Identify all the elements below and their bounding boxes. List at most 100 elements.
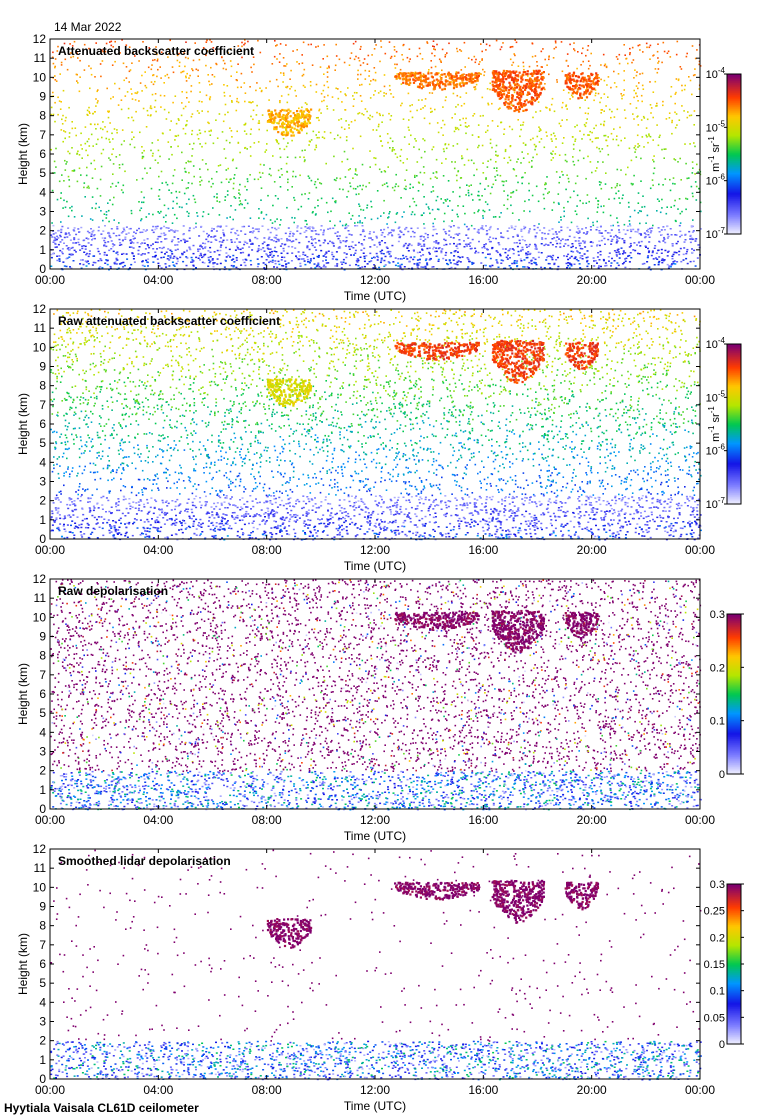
bl-pixel [613,260,616,262]
bl-pixel [251,231,254,234]
bl-pixel [199,245,201,247]
bl-pixel [528,228,531,230]
bl-pixel [276,266,279,269]
noise-pixel [535,145,537,147]
noise-pixel [176,54,179,57]
noise-pixel [510,104,513,106]
cloud-pixel [297,114,300,117]
bl-pixel [345,236,348,239]
bl-pixel [543,227,546,229]
bl-pixel [172,264,175,266]
bl-pixel [369,246,372,248]
bl-pixel [444,239,447,242]
noise-pixel [646,118,649,121]
bl-pixel [109,265,112,268]
bl-pixel [164,238,167,240]
noise-pixel [333,178,336,181]
noise-pixel [479,198,481,201]
noise-pixel [258,208,260,210]
noise-pixel [600,205,602,208]
noise-pixel [216,137,219,139]
noise-pixel [622,194,624,196]
cloud-pixel [504,72,507,75]
bl-pixel [240,230,243,232]
noise-pixel [226,190,229,192]
noise-pixel [575,213,578,216]
bl-pixel [399,230,402,232]
bl-pixel [227,254,230,257]
bl-pixel [54,246,57,248]
bl-pixel [92,261,95,264]
bl-pixel [222,239,225,242]
cloud-pixel [274,116,277,119]
noise-pixel [600,187,603,190]
noise-pixel [283,74,285,76]
noise-pixel [515,41,518,44]
bl-pixel [341,263,344,265]
noise-pixel [656,198,659,200]
noise-pixel [408,60,411,63]
noise-pixel [638,145,641,147]
cloud-pixel [529,78,533,81]
cloud-pixel [531,103,534,106]
noise-pixel [427,71,430,73]
noise-pixel [589,138,592,141]
noise-pixel [555,46,557,49]
bl-pixel [266,247,269,249]
noise-pixel [637,44,640,47]
bl-pixel [263,267,266,269]
bl-pixel [416,259,419,261]
bl-pixel [96,247,99,250]
bl-pixel [628,246,631,248]
cloud-pixel [537,86,540,89]
bl-pixel [220,244,223,246]
noise-pixel [102,121,104,123]
noise-pixel [445,158,447,160]
bl-pixel [679,235,682,238]
bl-pixel [617,248,620,250]
noise-pixel [299,156,301,158]
noise-pixel [188,101,190,103]
noise-pixel [235,109,238,112]
bl-pixel [232,254,235,257]
noise-pixel [466,184,468,186]
noise-pixel [582,157,585,160]
bl-pixel [381,240,383,242]
noise-pixel [284,65,287,67]
noise-pixel [445,96,447,98]
noise-pixel [485,43,488,46]
noise-pixel [572,160,575,163]
noise-pixel [494,216,497,218]
noise-pixel [456,50,459,53]
cloud-pixel [468,80,471,83]
bl-pixel [213,251,216,253]
bl-pixel [412,249,415,251]
cloud-pixel [417,77,420,80]
noise-pixel [413,146,415,148]
noise-pixel [51,56,54,59]
noise-pixel [306,103,308,106]
bl-pixel [228,268,231,271]
noise-pixel [196,215,199,217]
noise-pixel [521,182,523,185]
bl-pixel [491,246,494,249]
cloud-pixel [436,73,439,76]
bl-pixel [570,263,573,265]
bl-pixel [547,262,550,265]
noise-pixel [411,104,413,106]
noise-pixel [402,58,404,61]
noise-pixel [79,76,81,78]
noise-pixel [594,94,597,97]
noise-pixel [615,86,618,88]
noise-pixel [96,102,99,104]
bl-pixel [456,243,459,246]
noise-pixel [61,118,63,121]
cloud-pixel [269,116,272,119]
bl-pixel [225,252,228,254]
bl-pixel [270,253,273,255]
noise-pixel [613,116,616,118]
noise-pixel [662,100,664,103]
bl-pixel [563,255,566,257]
noise-pixel [491,102,493,105]
bl-pixel [140,254,143,256]
